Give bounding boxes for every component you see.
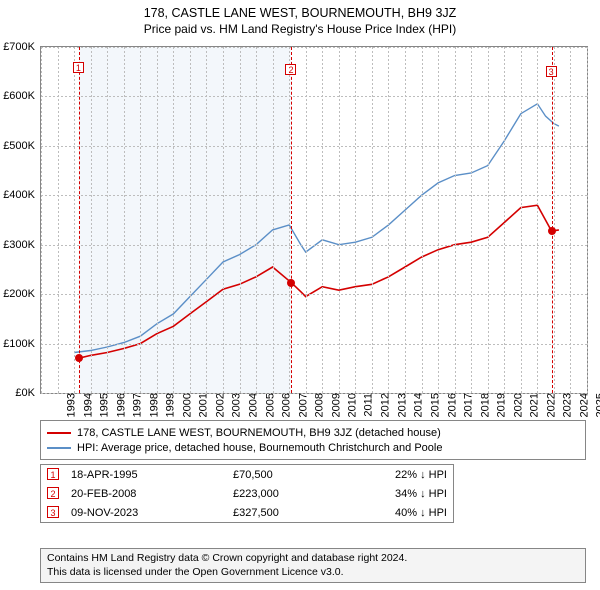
sales-price: £223,000 — [227, 484, 389, 503]
license-box: Contains HM Land Registry data © Crown c… — [40, 548, 586, 583]
x-tick: 1995 — [97, 393, 111, 417]
legend-swatch — [47, 447, 71, 449]
x-tick: 2016 — [444, 393, 458, 417]
sale-marker-1: 1 — [73, 62, 84, 73]
y-tick: £100K — [3, 338, 35, 350]
x-tick: 1994 — [80, 393, 94, 417]
x-tick: 1996 — [113, 393, 127, 417]
sales-marker-icon: 2 — [47, 487, 59, 499]
sales-row-3: 3 09-NOV-2023£327,50040% ↓ HPI — [41, 503, 454, 523]
x-tick: 2022 — [543, 393, 557, 417]
x-tick: 2021 — [527, 393, 541, 417]
sale-marker-2: 2 — [285, 64, 296, 75]
x-tick: 2024 — [576, 393, 590, 417]
y-tick: £500K — [3, 140, 35, 152]
sales-price: £70,500 — [227, 465, 389, 485]
sale-marker-3: 3 — [546, 66, 557, 77]
x-tick: 2009 — [328, 393, 342, 417]
x-tick: 2000 — [179, 393, 193, 417]
chart-titles: 178, CASTLE LANE WEST, BOURNEMOUTH, BH9 … — [0, 0, 600, 38]
sales-delta: 34% ↓ HPI — [389, 484, 453, 503]
legend-label: HPI: Average price, detached house, Bour… — [77, 442, 442, 454]
sales-row-1: 1 18-APR-1995£70,50022% ↓ HPI — [41, 465, 454, 485]
x-tick: 2002 — [212, 393, 226, 417]
x-tick: 2006 — [279, 393, 293, 417]
y-tick: £200K — [3, 288, 35, 300]
x-tick: 2025 — [593, 393, 600, 417]
x-tick: 1997 — [130, 393, 144, 417]
legend-label: 178, CASTLE LANE WEST, BOURNEMOUTH, BH9 … — [77, 427, 441, 439]
x-tick: 2019 — [494, 393, 508, 417]
sales-row-2: 2 20-FEB-2008£223,00034% ↓ HPI — [41, 484, 454, 503]
x-tick: 2018 — [477, 393, 491, 417]
x-tick: 2017 — [461, 393, 475, 417]
license-line2: This data is licensed under the Open Gov… — [47, 566, 579, 580]
sales-price: £327,500 — [227, 503, 389, 523]
x-tick: 2008 — [312, 393, 326, 417]
x-tick: 2011 — [360, 393, 374, 417]
x-tick: 2020 — [510, 393, 524, 417]
x-tick: 2005 — [262, 393, 276, 417]
x-tick: 2012 — [378, 393, 392, 417]
legend-swatch — [47, 432, 71, 434]
x-tick: 1993 — [63, 393, 77, 417]
y-tick: £300K — [3, 239, 35, 251]
series-hpi — [74, 104, 559, 353]
license-line1: Contains HM Land Registry data © Crown c… — [47, 552, 579, 566]
sale-dashline-3 — [552, 47, 553, 393]
sale-point-1 — [75, 354, 83, 362]
x-tick: 2010 — [345, 393, 359, 417]
sales-delta: 22% ↓ HPI — [389, 465, 453, 485]
x-tick: 2023 — [560, 393, 574, 417]
x-tick: 1999 — [163, 393, 177, 417]
x-tick: 2007 — [295, 393, 309, 417]
sales-marker-icon: 3 — [47, 506, 59, 518]
x-tick: 2013 — [394, 393, 408, 417]
chart-plot-area: 1993199419951996199719981999200020012002… — [40, 46, 588, 394]
y-tick: £0K — [15, 387, 35, 399]
y-tick: £400K — [3, 189, 35, 201]
sales-date: 20-FEB-2008 — [65, 484, 227, 503]
sale-point-3 — [548, 227, 556, 235]
chart-subtitle: Price paid vs. HM Land Registry's House … — [10, 20, 590, 36]
y-tick: £700K — [3, 41, 35, 53]
legend-row-hpi: HPI: Average price, detached house, Bour… — [47, 440, 579, 455]
chart-title-address: 178, CASTLE LANE WEST, BOURNEMOUTH, BH9 … — [10, 6, 590, 20]
sale-point-2 — [287, 279, 295, 287]
sales-date: 09-NOV-2023 — [65, 503, 227, 523]
sales-date: 18-APR-1995 — [65, 465, 227, 485]
x-tick: 2001 — [196, 393, 210, 417]
sale-dashline-1 — [79, 47, 80, 393]
x-tick: 1998 — [146, 393, 160, 417]
sales-marker-icon: 1 — [47, 468, 59, 480]
x-tick: 2004 — [245, 393, 259, 417]
chart-legend: 178, CASTLE LANE WEST, BOURNEMOUTH, BH9 … — [40, 420, 586, 460]
sale-dashline-2 — [291, 47, 292, 393]
sales-table: 1 18-APR-1995£70,50022% ↓ HPI 2 20-FEB-2008… — [40, 464, 454, 523]
x-tick: 2014 — [411, 393, 425, 417]
y-tick: £600K — [3, 90, 35, 102]
legend-row-property: 178, CASTLE LANE WEST, BOURNEMOUTH, BH9 … — [47, 425, 579, 440]
x-tick: 2003 — [229, 393, 243, 417]
x-tick: 2015 — [427, 393, 441, 417]
sales-delta: 40% ↓ HPI — [389, 503, 453, 523]
